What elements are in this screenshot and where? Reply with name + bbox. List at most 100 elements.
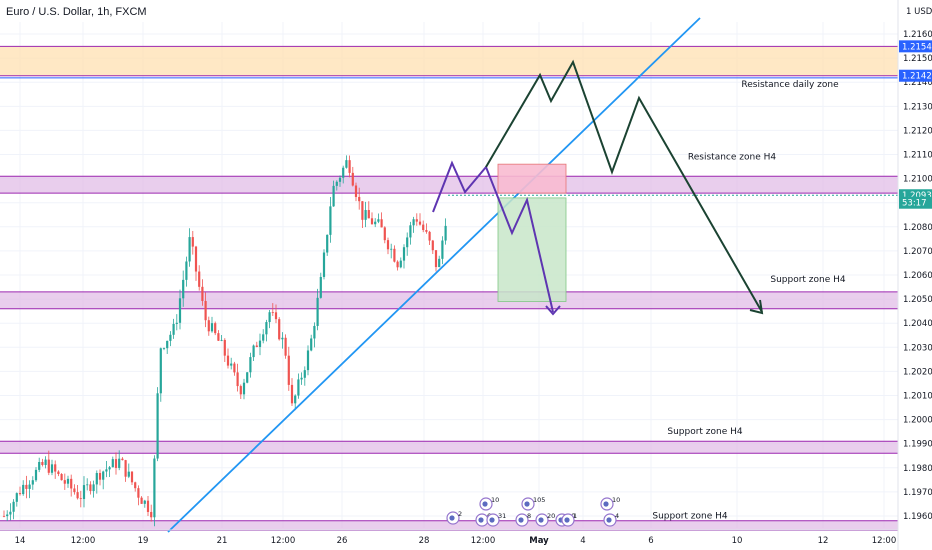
event-badge-count: 2 — [458, 510, 462, 518]
event-badge-icon — [478, 517, 484, 523]
event-badge-icon — [524, 501, 530, 507]
candle-body — [319, 276, 322, 298]
candle-body — [428, 231, 431, 241]
candle-body — [274, 312, 278, 320]
candle-body — [191, 237, 194, 247]
zone-label: Support zone H4 — [652, 511, 728, 521]
candle-body — [422, 224, 425, 231]
candle-body — [297, 379, 300, 396]
candle-body — [236, 372, 239, 387]
candle-body — [348, 160, 351, 173]
candle-body — [9, 511, 12, 515]
event-badge-count: 31 — [498, 512, 506, 520]
candle-body — [44, 459, 47, 465]
price-tick: 1.19600 — [903, 512, 932, 522]
price-tick: 1.21000 — [903, 175, 932, 185]
zone-band — [0, 520, 898, 531]
price-tick: 1.21300 — [903, 102, 932, 112]
bull-arrowhead — [749, 299, 764, 315]
candle-body — [367, 210, 370, 219]
candle-body — [156, 393, 159, 459]
candle-body — [434, 250, 438, 268]
time-tick: 19 — [138, 536, 149, 546]
time-axis[interactable]: 14 12:00 19 21 12:00 26 28 12:00 May 4 6 10 12 12:00 — [0, 529, 898, 546]
candle-body — [393, 248, 396, 262]
candle-body — [335, 181, 338, 186]
candle-body — [316, 297, 319, 326]
candle-body — [140, 497, 143, 504]
candle-body — [300, 377, 303, 380]
event-badge-count: 10 — [612, 496, 620, 504]
event-badge-count: 4 — [615, 512, 619, 520]
candle-body — [162, 348, 166, 349]
candle-body — [249, 357, 252, 373]
candle-body — [230, 363, 233, 366]
price-tick: 1.20000 — [903, 416, 932, 426]
candle-body — [220, 339, 223, 341]
candle-body — [345, 160, 348, 168]
zone-band — [0, 176, 898, 194]
event-badge-icon — [449, 515, 455, 521]
candle-body — [194, 246, 198, 272]
candle-body — [18, 493, 22, 495]
candle-body — [210, 323, 214, 332]
candle-body — [409, 225, 412, 238]
candle-body — [412, 219, 415, 226]
price-tick: 1.19700 — [903, 488, 932, 498]
candle-body — [73, 488, 76, 493]
candle-body — [130, 471, 134, 483]
candle-body — [198, 271, 201, 287]
price-tick: 1.20600 — [903, 271, 932, 281]
candle-body — [2, 515, 6, 517]
event-badge-count: 8 — [527, 512, 531, 520]
candle-body — [370, 218, 374, 225]
price-tick: 1.19800 — [903, 464, 932, 474]
candle-body — [6, 514, 9, 517]
zone-band — [0, 441, 898, 454]
event-badge-icon — [606, 517, 612, 523]
candle-body — [143, 500, 146, 504]
candle-body — [255, 345, 258, 347]
time-tick: 4 — [580, 536, 585, 546]
time-tick: 12:00 — [872, 536, 897, 546]
candle-body — [63, 480, 66, 484]
candle-body — [252, 345, 255, 358]
candle-body — [281, 337, 284, 340]
candle-body — [153, 458, 156, 518]
candle-body — [12, 501, 15, 512]
candle-body — [402, 247, 406, 261]
zone-label: Resistance zone H4 — [688, 152, 776, 162]
time-tick: 10 — [732, 536, 743, 546]
candle-body — [146, 500, 150, 512]
price-tick: 1.20500 — [903, 295, 932, 305]
price-tag-label: 1.20931 — [902, 191, 932, 201]
candle-body — [134, 482, 137, 489]
price-tick: 1.20400 — [903, 319, 932, 329]
candle-body — [95, 473, 98, 485]
event-badge-count: 1 — [573, 512, 577, 520]
price-axis[interactable]: 1 USD ▾ 1.21600 1.21500 1.21400 1.21300 1.212… — [897, 0, 932, 550]
candle-body — [34, 469, 38, 481]
candle-body — [25, 484, 28, 489]
event-badge-icon — [538, 517, 544, 523]
candle-body — [310, 338, 313, 351]
candle-body — [415, 219, 418, 222]
candle-body — [303, 370, 306, 378]
candle-body — [342, 167, 345, 178]
candle-body — [294, 395, 297, 404]
alt-arrowhead — [545, 305, 561, 316]
currency-label: 1 USD ▾ — [906, 7, 932, 17]
candle-body — [361, 201, 364, 220]
price-tag — [899, 40, 932, 53]
zone-label: Resistance daily zone — [741, 80, 839, 90]
take-profit-box — [497, 197, 567, 302]
price-tick: 1.21400 — [903, 78, 932, 88]
price-axis-bg — [898, 0, 932, 550]
candle-body — [159, 348, 162, 394]
candle-body — [175, 322, 178, 324]
candle-body — [425, 230, 428, 232]
candle-body — [390, 248, 393, 250]
candle-body — [313, 325, 316, 339]
candle-body — [258, 340, 262, 347]
